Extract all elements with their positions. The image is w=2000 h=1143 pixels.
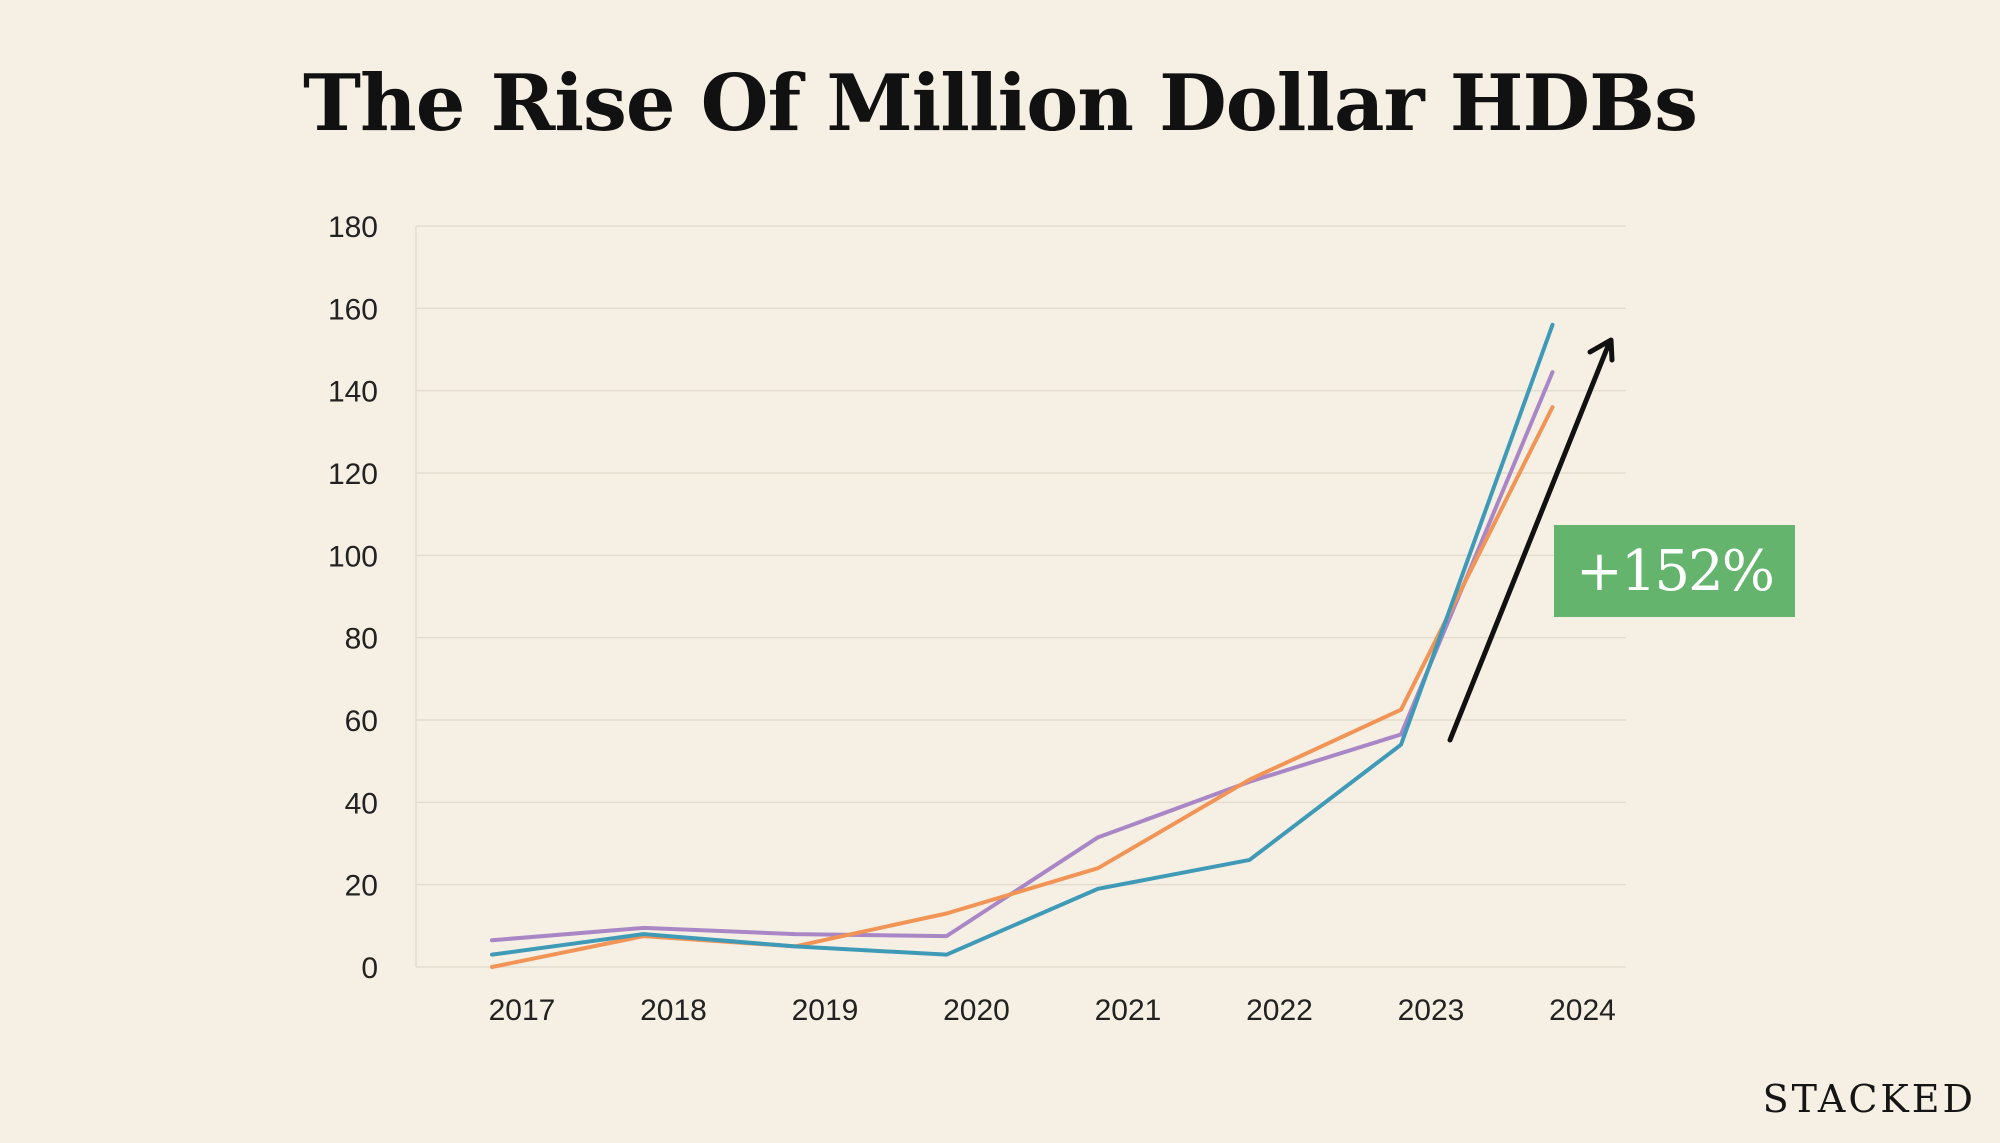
y-tick-label-180: 180 [328,211,378,244]
x-tick-label-2021: 2021 [1095,994,1162,1027]
growth-badge: +152% [1554,525,1795,617]
chart-title: The Rise Of Million Dollar HDBs [303,58,1698,149]
growth-arrow-shaft [1447,343,1611,743]
y-tick-label-160: 160 [328,293,378,326]
x-tick-label-2020: 2020 [943,994,1010,1027]
brand-logo-text: STACKED [1762,1077,1976,1121]
x-tick-label-2019: 2019 [792,994,859,1027]
y-tick-label-0: 0 [361,952,378,985]
x-tick-label-2022: 2022 [1246,994,1313,1027]
x-tick-label-2017: 2017 [489,994,556,1027]
y-tick-label-140: 140 [328,376,378,409]
series-line-purple [490,370,1555,943]
y-tick-label-80: 80 [345,623,378,656]
y-tick-label-60: 60 [345,705,378,738]
y-tick-label-40: 40 [345,787,378,820]
x-tick-label-2018: 2018 [640,994,707,1027]
growth-arrow-head [1587,337,1615,363]
x-tick-label-2023: 2023 [1398,994,1465,1027]
x-tick-label-2024: 2024 [1549,994,1616,1027]
series-line-orange [490,405,1555,969]
y-tick-label-20: 20 [345,870,378,903]
y-tick-label-120: 120 [328,458,378,491]
y-tick-label-100: 100 [328,540,378,573]
series-line-teal [490,322,1555,957]
